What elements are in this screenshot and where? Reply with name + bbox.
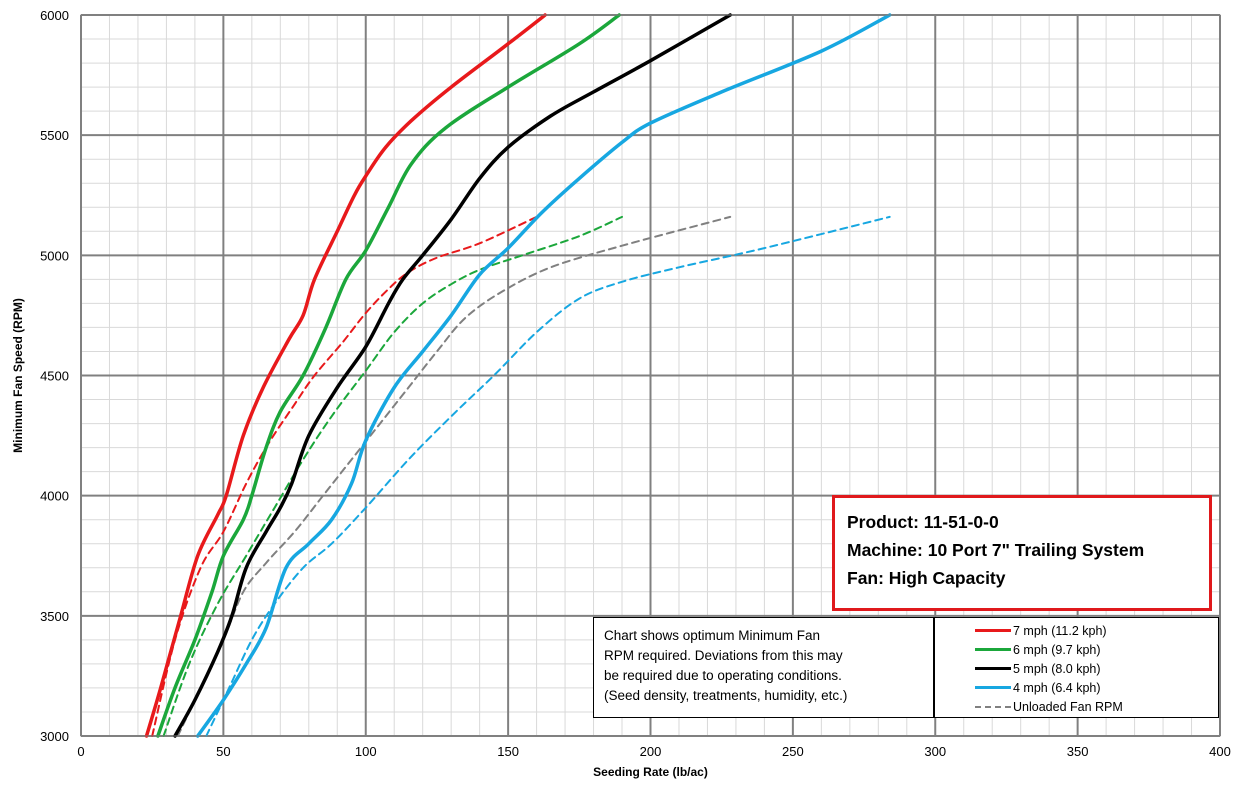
note-line-4: (Seed density, treatments, humidity, etc… (604, 688, 848, 703)
legend-item-4mph: 4 mph (6.4 kph) (975, 678, 1218, 697)
y-tick-label: 6000 (40, 8, 69, 23)
series-line-5-mph-8-0-kph (173, 13, 732, 738)
plot-frame (80, 14, 1221, 737)
x-tick-label: 350 (1067, 744, 1089, 759)
note-box: Chart shows optimum Minimum Fan RPM requ… (593, 617, 934, 718)
machine-line: Machine: 10 Port 7" Trailing System (847, 540, 1145, 560)
x-tick-label: 50 (216, 744, 230, 759)
legend-item-7mph: 7 mph (11.2 kph) (975, 621, 1218, 640)
product-line: Product: 11-51-0-0 (847, 512, 999, 532)
note-line-3: be required due to operating conditions. (604, 668, 842, 683)
legend-swatch-4mph (975, 686, 1011, 689)
legend-item-6mph: 6 mph (9.7 kph) (975, 640, 1218, 659)
legend-swatch-unloaded (975, 705, 1011, 708)
x-tick-label: 0 (77, 744, 84, 759)
legend-label-unloaded: Unloaded Fan RPM (1013, 699, 1123, 714)
legend: 7 mph (11.2 kph) 6 mph (9.7 kph) 5 mph (… (934, 617, 1219, 718)
x-tick-label: 400 (1209, 744, 1231, 759)
legend-label-5mph: 5 mph (8.0 kph) (1013, 661, 1101, 676)
series-layer (144, 13, 892, 738)
x-tick-label: 300 (924, 744, 946, 759)
legend-item-unloaded: Unloaded Fan RPM (975, 697, 1218, 716)
x-axis-title: Seeding Rate (lb/ac) (593, 765, 708, 779)
legend-swatch-6mph (975, 648, 1011, 651)
legend-label-7mph: 7 mph (11.2 kph) (1013, 623, 1107, 638)
note-line-2: RPM required. Deviations from this may (604, 648, 843, 663)
x-tick-label: 100 (355, 744, 377, 759)
y-tick-label: 4500 (40, 369, 69, 384)
y-tick-label: 3500 (40, 609, 69, 624)
y-tick-label: 3000 (40, 729, 69, 744)
y-tick-label: 5000 (40, 248, 69, 263)
x-tick-label: 200 (640, 744, 662, 759)
legend-swatch-5mph (975, 667, 1011, 670)
note-line-1: Chart shows optimum Minimum Fan (604, 628, 821, 643)
series-line-6-mph-9-7-kph (156, 13, 621, 738)
series-line-unloaded-fan-rpm-4-mph (205, 215, 891, 737)
y-tick-label: 5500 (40, 128, 69, 143)
y-tick-labels: 3000 3500 4000 4500 5000 5500 6000 (40, 8, 69, 744)
fan-line: Fan: High Capacity (847, 568, 1006, 588)
series-line-7-mph-11-2-kph (144, 13, 547, 738)
x-tick-label: 150 (497, 744, 519, 759)
legend-item-5mph: 5 mph (8.0 kph) (975, 659, 1218, 678)
legend-label-4mph: 4 mph (6.4 kph) (1013, 680, 1101, 695)
product-info-box: Product: 11-51-0-0 Machine: 10 Port 7" T… (832, 495, 1212, 611)
series-line-4-mph-6-4-kph (195, 13, 892, 738)
legend-label-6mph: 6 mph (9.7 kph) (1013, 642, 1101, 657)
y-tick-label: 4000 (40, 489, 69, 504)
series-line-unloaded-fan-rpm-7-mph (151, 215, 538, 737)
x-tick-label: 250 (782, 744, 804, 759)
series-line-unloaded-fan-rpm-6-mph (162, 215, 623, 737)
legend-swatch-7mph (975, 629, 1011, 632)
x-tick-labels: 0 50 100 150 200 250 300 350 400 (77, 744, 1230, 759)
y-axis-title: Minimum Fan Speed (RPM) (11, 298, 25, 453)
